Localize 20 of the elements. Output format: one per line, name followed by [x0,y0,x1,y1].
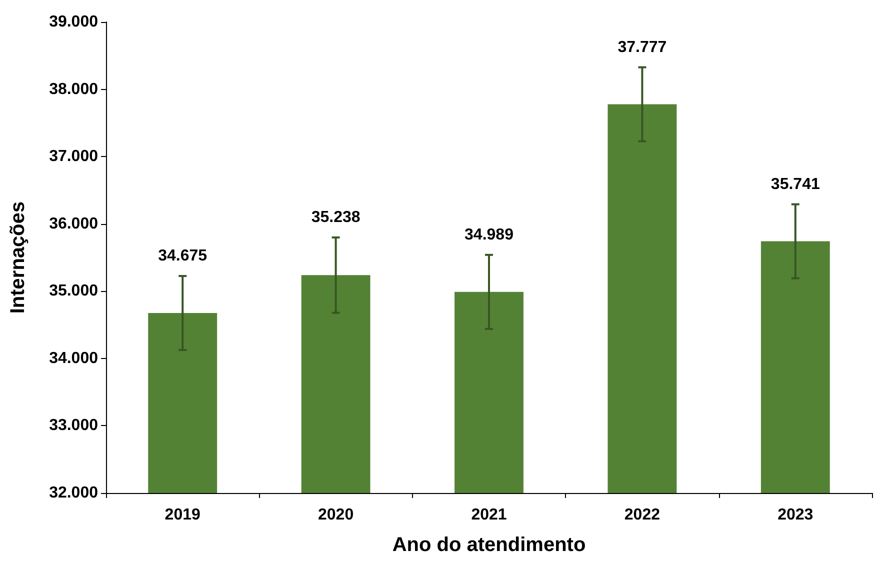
y-tick-label: 39.000 [49,14,98,30]
y-tick-label: 36.000 [49,215,98,232]
data-label: 34.675 [158,248,208,265]
y-tick-label: 35.000 [49,282,98,300]
y-tick-label: 37.000 [49,148,98,166]
x-axis-title: Ano do atendimento [392,534,586,556]
data-label: 35.741 [770,176,820,193]
y-axis-title: Internações [7,201,29,314]
data-label: 37.777 [618,38,667,56]
x-tick-label: 2023 [778,506,814,524]
x-tick-label: 2020 [318,506,354,524]
y-tick-label: 32.000 [49,484,98,502]
y-tick-label: 38.000 [49,80,98,98]
y-tick-label: 34.000 [49,350,98,367]
x-tick-label: 2022 [624,506,660,524]
data-label: 34.989 [464,226,514,244]
x-tick-label: 2019 [164,506,200,524]
x-tick-label: 2021 [471,506,507,524]
y-tick-label: 33.000 [49,417,98,434]
data-label: 35.238 [311,208,360,226]
